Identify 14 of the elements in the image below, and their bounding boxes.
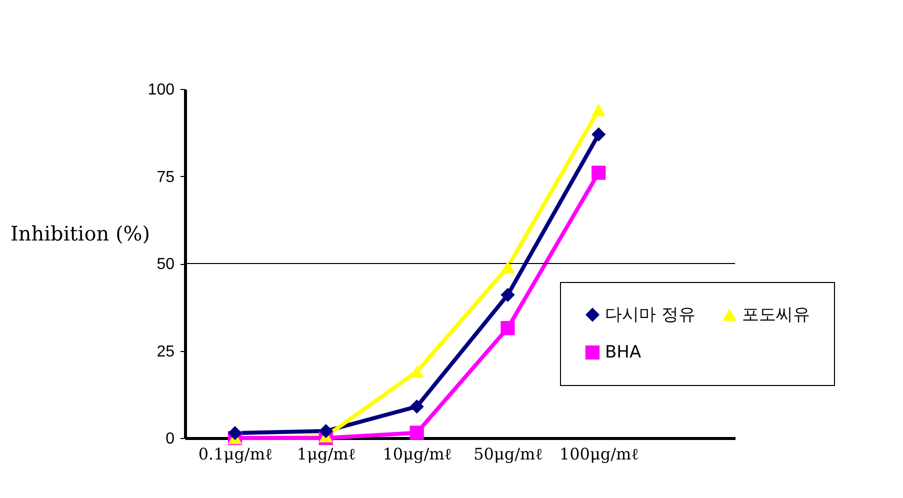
y-tick-label: 50 (156, 256, 175, 273)
x-tick-label: 50μg/mℓ (474, 444, 543, 464)
legend-label: 포도씨유 (742, 304, 810, 325)
x-tick-label: 100μg/mℓ (559, 444, 639, 464)
y-tick-label: 25 (156, 343, 175, 360)
legend-label: BHA (605, 342, 642, 362)
x-tick-label: 10μg/mℓ (382, 444, 452, 464)
legend-label: 다시마 정유 (605, 304, 696, 325)
x-tick-label: 0.1μg/mℓ (198, 444, 273, 464)
y-axis-title: Inhibition (%) (10, 222, 150, 246)
x-tick-label: 1μg/mℓ (296, 444, 356, 464)
y-tick-label: 75 (156, 168, 175, 186)
y-tick-label: 0 (166, 430, 175, 448)
y-tick-label: 100 (148, 82, 175, 98)
